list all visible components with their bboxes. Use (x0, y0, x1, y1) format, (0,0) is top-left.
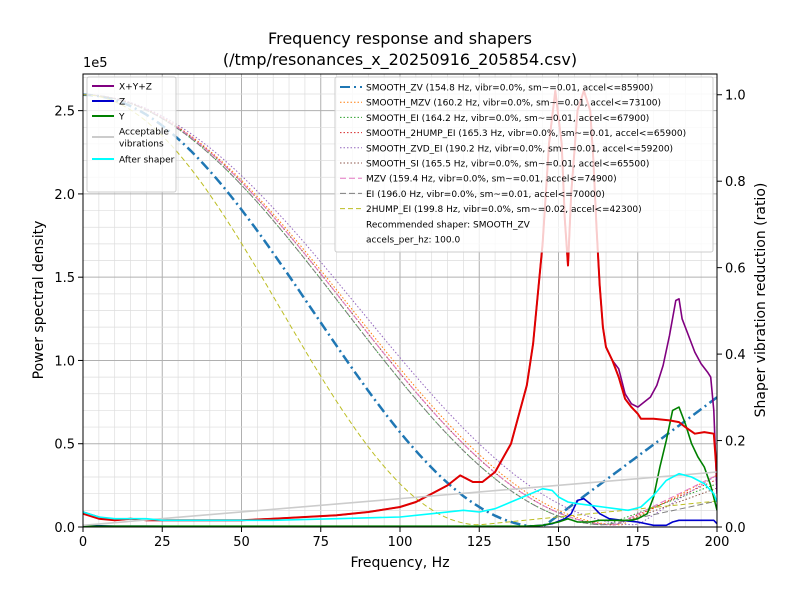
y-axis-label: Power spectral density (31, 221, 47, 380)
y2-tick-label: 0.6 (725, 262, 746, 277)
shaper-line-8 (83, 94, 717, 526)
psd-line-5 (83, 472, 717, 522)
x-tick-label: 75 (312, 535, 329, 550)
psd-legend-label: Acceptable (119, 128, 169, 138)
psd-legend-box (86, 76, 177, 193)
y2-tick-label: 0.8 (725, 175, 746, 190)
x-axis-label: Frequency, Hz (350, 555, 449, 571)
psd-legend-label: Y (118, 113, 125, 123)
plot-frame (82, 73, 718, 528)
psd-legend-label: Z (119, 98, 125, 108)
y-tick-label: 2.0 (54, 188, 75, 203)
shaper-line-0 (83, 93, 717, 527)
y-tick-label: 2.5 (54, 105, 75, 120)
shaper-legend-label: SMOOTH_SI (165.5 Hz, vibr=0.0%, sm~=0.01… (366, 160, 649, 170)
shaper-line-6 (83, 94, 717, 526)
shaper-legend-label: SMOOTH_2HUMP_EI (165.3 Hz, vibr=0.0%, sm… (366, 129, 686, 139)
y-tick-label: 1.0 (54, 354, 75, 369)
y2-tick-label: 0.0 (725, 521, 746, 536)
shaper-legend: SMOOTH_ZV (154.8 Hz, vibr=0.0%, sm~=0.01… (334, 76, 714, 253)
y-tick-label: 1.5 (54, 271, 75, 286)
shaper-legend-label: MZV (159.4 Hz, vibr=0.0%, sm~=0.01, acce… (366, 175, 617, 185)
shaper-line-7 (83, 94, 717, 526)
shaper-line-1 (83, 94, 717, 526)
y-offset-text: 1e5 (83, 56, 108, 71)
psd-legend-label: X+Y+Z (119, 83, 152, 93)
psd-legend-label: vibrations (119, 140, 164, 150)
y-tick-label: 0.0 (54, 521, 75, 536)
y2-tick-label: 1.0 (725, 89, 746, 104)
shaper-line-4 (83, 94, 717, 526)
shaper-legend-label: EI (196.0 Hz, vibr=0.0%, sm~=0.01, accel… (366, 190, 605, 200)
x-tick-label: 50 (233, 535, 250, 550)
x-tick-label: 125 (467, 535, 492, 550)
shaper-legend-note: accels_per_hz: 100.0 (366, 236, 460, 246)
y-tick-label: 0.5 (54, 438, 75, 453)
y2-tick-label: 0.4 (725, 348, 746, 363)
x-tick-label: 0 (79, 535, 87, 550)
chart-title: Frequency response and shapers (268, 29, 532, 48)
shaper-legend-note: Recommended shaper: SMOOTH_ZV (366, 220, 531, 230)
psd-legend-label: After shaper (119, 156, 175, 166)
x-tick-label: 100 (388, 535, 413, 550)
axis-ticks: 0 25 50 75 100 125 150 175 2000.00.51.01.52.02.5… (54, 89, 745, 550)
psd-line-2 (83, 406, 717, 527)
shaper-legend-label: SMOOTH_EI (164.2 Hz, vibr=0.0%, sm~=0.01… (366, 114, 649, 124)
psd-legend: X+Y+Z ZY Acceptable vibrations After shaper (86, 76, 177, 193)
shaper-legend-label: 2HUMP_EI (199.8 Hz, vibr=0.0%, sm~=0.02,… (366, 205, 642, 215)
x-tick-label: 200 (705, 535, 730, 550)
shaper-line-2 (83, 94, 717, 526)
y2-axis-label: Shaper vibration reduction (ratio) (753, 183, 769, 418)
x-tick-label: 175 (625, 535, 650, 550)
psd-line-4 (83, 471, 717, 527)
chart-subtitle: (/tmp/resonances_x_20250916_205854.csv) (223, 50, 577, 70)
x-tick-label: 25 (154, 535, 171, 550)
x-tick-label: 150 (546, 535, 571, 550)
y2-tick-label: 0.2 (725, 435, 746, 450)
shaper-legend-label: SMOOTH_ZV (154.8 Hz, vibr=0.0%, sm~=0.01… (366, 84, 653, 94)
shaper-legend-label: SMOOTH_MZV (160.2 Hz, vibr=0.0%, sm~=0.0… (366, 99, 661, 109)
shaper-legend-box (334, 76, 714, 253)
shaper-legend-label: SMOOTH_ZVD_EI (190.2 Hz, vibr=0.0%, sm~=… (366, 144, 673, 154)
